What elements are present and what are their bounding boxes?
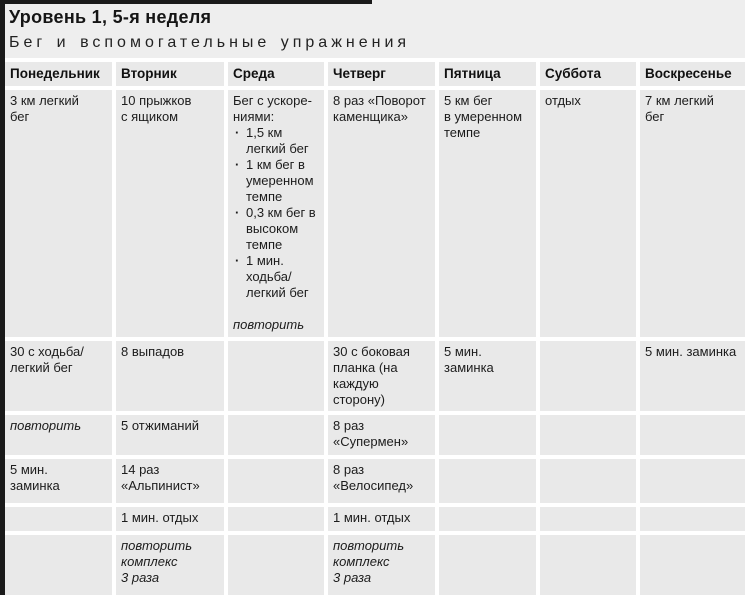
table-cell bbox=[228, 507, 324, 531]
cell-text: 5 мин. заминка bbox=[444, 344, 494, 375]
table-cell bbox=[439, 507, 536, 531]
table-cell: 3 км легкий бег bbox=[5, 90, 112, 337]
cell-text: 3 км легкий бег bbox=[10, 93, 79, 124]
table-cell bbox=[540, 415, 636, 455]
cell-text: 8 выпадов bbox=[121, 344, 185, 359]
bullet-icon: · bbox=[235, 253, 240, 268]
cell-text: 30 с боковая планка (на каждую сторону) bbox=[333, 344, 410, 407]
cell-text: 7 км легкий бег bbox=[645, 93, 714, 124]
table-cell bbox=[640, 459, 745, 503]
cell-text: 5 мин. заминка bbox=[10, 462, 60, 493]
bullet-text: 0,3 км бег в высоком темпе bbox=[246, 205, 316, 252]
table-cell bbox=[228, 415, 324, 455]
cell-text: 8 раз «Супермен» bbox=[333, 418, 409, 449]
column-header: Пятница bbox=[439, 62, 536, 86]
table-cell bbox=[228, 459, 324, 503]
cell-text: 8 раз «Велосипед» bbox=[333, 462, 414, 493]
bullet-text: 1 км бег в умеренном темпе bbox=[246, 157, 314, 204]
table-cell bbox=[540, 459, 636, 503]
cell-text: повторить bbox=[233, 317, 305, 332]
top-rule-bar bbox=[0, 0, 372, 4]
table-cell bbox=[540, 535, 636, 595]
table-cell: повторить комплекс 3 раза bbox=[116, 535, 224, 595]
cell-text: 14 раз «Альпинист» bbox=[121, 462, 200, 493]
table-cell bbox=[439, 535, 536, 595]
cell-text: 8 раз «Поворот каменщика» bbox=[333, 93, 426, 124]
table-cell bbox=[640, 535, 745, 595]
table-cell: 5 мин. заминка bbox=[439, 341, 536, 411]
table-cell: 30 с ходьба/ легкий бег bbox=[5, 341, 112, 411]
table-cell: Бег с ускоре- ниями: · 1,5 км легкий бег · 1… bbox=[228, 90, 324, 337]
bullet-item: · 0,3 км бег в высоком темпе bbox=[233, 205, 319, 253]
page-subtitle: Бег и вспомогательные упражнения bbox=[9, 34, 411, 51]
table-cell: 5 мин. заминка bbox=[640, 341, 745, 411]
column-header: Суббота bbox=[540, 62, 636, 86]
table-cell: 5 км бег в умеренном темпе bbox=[439, 90, 536, 337]
bullet-icon: · bbox=[235, 157, 240, 172]
bullet-icon: · bbox=[235, 205, 240, 220]
table-cell bbox=[640, 415, 745, 455]
table-cell: 8 раз «Супермен» bbox=[328, 415, 435, 455]
table-cell: 5 отжиманий bbox=[116, 415, 224, 455]
table-cell bbox=[540, 341, 636, 411]
column-header: Понедельник bbox=[5, 62, 112, 86]
table-cell bbox=[540, 507, 636, 531]
table-cell bbox=[5, 507, 112, 531]
cell-text: 30 с ходьба/ легкий бег bbox=[10, 344, 84, 375]
cell-text: повторить комплекс 3 раза bbox=[333, 538, 405, 585]
bullet-item: · 1,5 км легкий бег bbox=[233, 125, 319, 157]
left-rule-bar bbox=[0, 0, 5, 595]
cell-text: 5 км бег в умеренном темпе bbox=[444, 93, 523, 140]
table-cell: 5 мин. заминка bbox=[5, 459, 112, 503]
column-header: Вторник bbox=[116, 62, 224, 86]
table-cell bbox=[228, 535, 324, 595]
cell-text: 1 мин. отдых bbox=[121, 510, 199, 525]
table-cell: 8 раз «Поворот каменщика» bbox=[328, 90, 435, 337]
table-cell: повторить bbox=[5, 415, 112, 455]
bullet-list: · 1,5 км легкий бег · 1 км бег в умеренном … bbox=[233, 125, 319, 301]
cell-text: повторить bbox=[10, 418, 82, 433]
bullet-icon: · bbox=[235, 125, 240, 140]
table-cell: 14 раз «Альпинист» bbox=[116, 459, 224, 503]
table-cell bbox=[640, 507, 745, 531]
bullet-item: · 1 мин. ходьба/ легкий бег bbox=[233, 253, 319, 301]
cell-text: повторить комплекс 3 раза bbox=[121, 538, 193, 585]
table-cell: 8 раз «Велосипед» bbox=[328, 459, 435, 503]
cell-text: 5 отжиманий bbox=[121, 418, 199, 433]
table-cell: отдых bbox=[540, 90, 636, 337]
table-cell: 10 прыжков с ящиком bbox=[116, 90, 224, 337]
cell-text: отдых bbox=[545, 93, 581, 108]
column-header: Среда bbox=[228, 62, 324, 86]
table-cell: 30 с боковая планка (на каждую сторону) bbox=[328, 341, 435, 411]
bullet-text: 1 мин. ходьба/ легкий бег bbox=[246, 253, 309, 300]
column-header: Четверг bbox=[328, 62, 435, 86]
cell-text: 1 мин. отдых bbox=[333, 510, 411, 525]
title-block: Уровень 1, 5-я неделя Бег и вспомогатель… bbox=[0, 0, 745, 58]
cell-text: 5 мин. заминка bbox=[645, 344, 737, 359]
table-cell: повторить комплекс 3 раза bbox=[328, 535, 435, 595]
table-cell bbox=[439, 459, 536, 503]
page-title: Уровень 1, 5-я неделя bbox=[9, 7, 212, 27]
table-cell bbox=[439, 415, 536, 455]
cell-text: 10 прыжков с ящиком bbox=[121, 93, 192, 124]
cell-text: Бег с ускоре- ниями: bbox=[233, 93, 312, 124]
schedule-table: Понедельник Вторник Среда Четверг Пятница Суб… bbox=[5, 58, 745, 595]
bullet-text: 1,5 км легкий бег bbox=[246, 125, 309, 156]
column-header: Воскресенье bbox=[640, 62, 745, 86]
table-cell: 1 мин. отдых bbox=[116, 507, 224, 531]
table-cell: 1 мин. отдых bbox=[328, 507, 435, 531]
table-cell bbox=[228, 341, 324, 411]
bullet-item: · 1 км бег в умеренном темпе bbox=[233, 157, 319, 205]
table-cell: 8 выпадов bbox=[116, 341, 224, 411]
table-cell: 7 км легкий бег bbox=[640, 90, 745, 337]
table-cell bbox=[5, 535, 112, 595]
